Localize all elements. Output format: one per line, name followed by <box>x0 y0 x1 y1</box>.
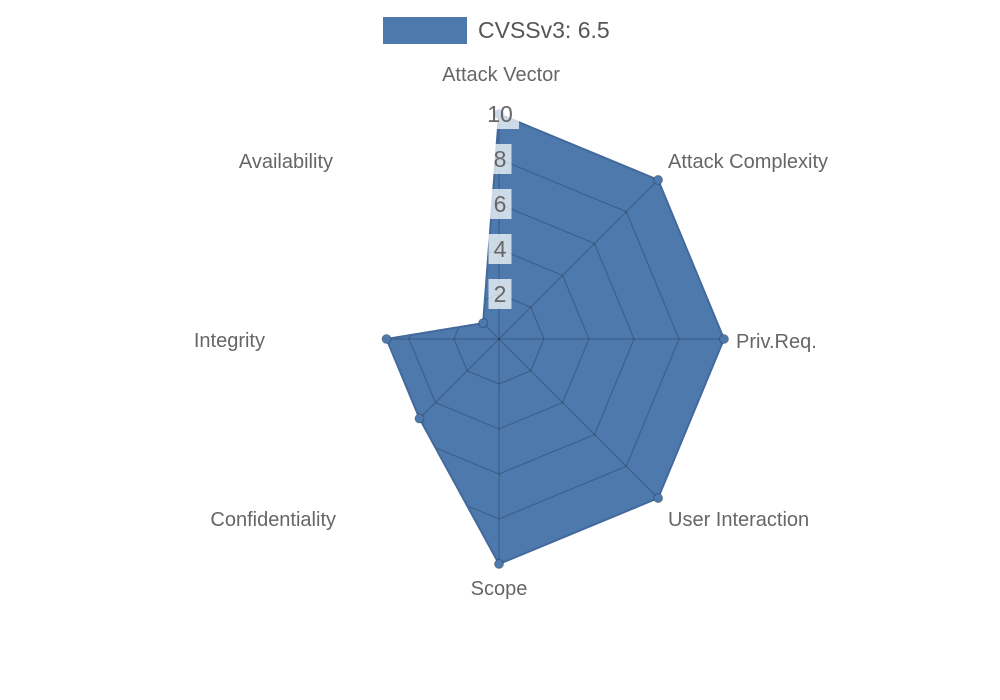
tick-backdrop <box>488 234 512 264</box>
vertex-dot <box>719 334 729 344</box>
grid-spoke <box>498 179 659 340</box>
vertex-dot <box>478 318 489 329</box>
legend: CVSSv3: 6.5 <box>383 17 610 44</box>
axis-label: Attack Vector <box>442 64 560 86</box>
grid-ring <box>386 158 680 520</box>
axis-label: Attack Complexity <box>668 151 828 173</box>
vertex-dot <box>414 413 425 424</box>
vertex-dot <box>381 334 392 344</box>
grid-spoke <box>386 179 500 340</box>
tick-backdrop <box>488 279 512 309</box>
grid-spoke <box>498 338 659 499</box>
tick-backdrop <box>481 99 519 129</box>
vertex-dot <box>653 493 664 504</box>
legend-label[interactable]: CVSSv3: 6.5 <box>478 17 610 43</box>
tick-label: 10 <box>487 101 513 127</box>
tick-label: 8 <box>494 146 507 172</box>
tick-backdrop <box>488 144 512 174</box>
tick-label: 2 <box>494 281 507 307</box>
tick-label: 4 <box>494 236 507 262</box>
axis-label: Priv.Req. <box>736 331 817 353</box>
vertex-dot <box>494 559 504 569</box>
axis-label: User Interaction <box>668 509 809 531</box>
axis-label: Scope <box>471 578 528 600</box>
vertex-dot <box>653 174 664 185</box>
axis-label: Availability <box>239 151 333 173</box>
axis-label: Integrity <box>194 330 265 352</box>
radar-fill-polygon <box>386 114 724 564</box>
axis-label: Confidentiality <box>210 509 336 531</box>
tick-backdrop <box>488 189 512 219</box>
legend-item[interactable]: CVSSv3: 6.5 <box>383 17 610 44</box>
tick-label: 6 <box>494 191 507 217</box>
legend-swatch[interactable] <box>383 17 467 44</box>
